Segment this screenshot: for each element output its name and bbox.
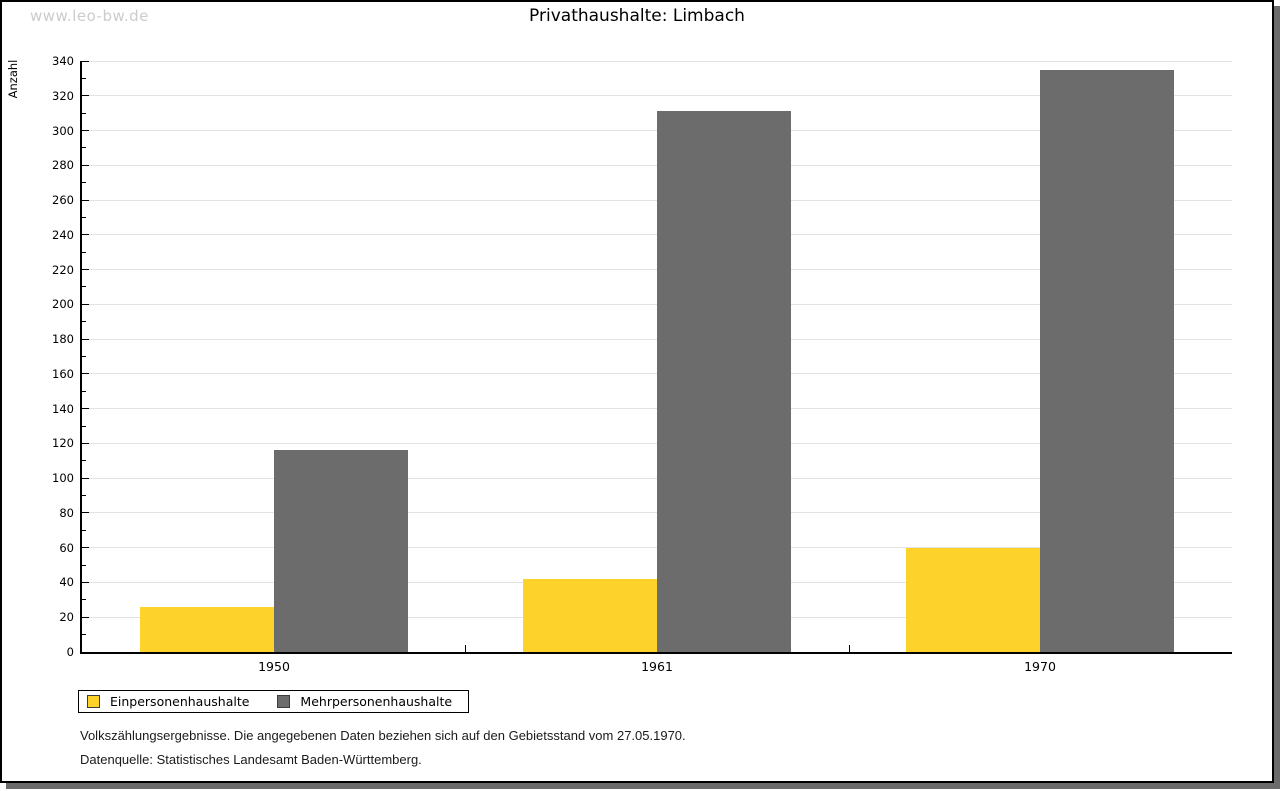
y-minor-tick-210 [82,286,86,288]
y-axis-label-180: 180 [52,332,74,347]
y-major-tick-100 [82,477,89,479]
bar-mehrpersonenhaushalte-1961 [657,111,791,652]
y-axis-label-220: 220 [52,262,74,277]
y-major-tick-340 [82,60,89,62]
gridline-y-320 [82,95,1232,97]
y-major-tick-240 [82,234,89,236]
y-minor-tick-150 [82,390,86,392]
y-minor-tick-110 [82,460,86,462]
y-axis-label-120: 120 [52,436,74,451]
y-minor-tick-230 [82,251,86,253]
y-minor-tick-290 [82,147,86,149]
y-axis-label-340: 340 [52,54,74,68]
legend-swatch-mehrpersonenhaushalte [277,695,291,708]
y-axis-label-40: 40 [59,575,74,590]
legend-label-mehrpersonenhaushalte: Mehrpersonenhaushalte [300,694,453,709]
y-major-tick-120 [82,442,89,444]
y-major-tick-300 [82,130,89,132]
plot-area: 0 20 40 60 80 100 120 140 160 180 200 220 240 260 280 3… [52,54,1232,674]
x-axis-label-1970: 1970 [1024,659,1056,674]
y-minor-tick-330 [82,77,86,79]
legend-label-einpersonenhaushalte: Einpersonenhaushalte [110,694,250,709]
y-minor-tick-310 [82,112,86,114]
y-axis-label-60: 60 [59,540,74,555]
bar-mehrpersonenhaushalte-1970 [1040,69,1174,652]
y-axis-label-0: 0 [66,645,74,659]
bar-einpersonenhaushalte-1961 [523,578,657,652]
y-major-tick-80 [82,512,89,514]
y-major-tick-160 [82,373,89,375]
y-axis-label-140: 140 [52,401,74,416]
x-axis-label-1950: 1950 [258,659,290,674]
chart-title: Privathaushalte: Limbach [529,6,745,26]
bar-einpersonenhaushalte-1970 [906,547,1040,652]
legend-item-einpersonenhaushalte: Einpersonenhaushalte [87,694,249,709]
y-axis-label-260: 260 [52,193,74,208]
y-minor-tick-70 [82,529,86,531]
legend-swatch-einpersonenhaushalte [87,695,100,708]
bar-einpersonenhaushalte-1950 [140,606,274,652]
y-major-tick-60 [82,547,89,549]
y-axis-label-300: 300 [52,123,74,138]
y-minor-tick-10 [82,634,86,636]
y-minor-tick-50 [82,564,86,566]
y-minor-tick-30 [82,599,86,601]
y-major-tick-180 [82,338,89,340]
gridline-y-340 [82,60,1232,62]
legend-item-mehrpersonenhaushalte: Mehrpersonenhaushalte [277,694,452,709]
y-axis-label-160: 160 [52,366,74,381]
y-axis-label-80: 80 [59,505,74,520]
y-major-tick-20 [82,616,89,618]
y-axis-title: Anzahl [6,59,20,99]
y-axis-label-240: 240 [52,227,74,242]
y-axis-label-100: 100 [52,471,74,486]
y-major-tick-320 [82,95,89,97]
y-axis-label-280: 280 [52,158,74,173]
x-boundary-tick-2 [849,645,850,652]
y-major-tick-200 [82,303,89,305]
footnote-gebietsstand: Volkszählungsergebnisse. Die angegebenen… [80,728,686,743]
y-major-tick-40 [82,581,89,583]
legend: Einpersonenhaushalte Mehrpersonenhaushal… [78,690,470,713]
y-axis-label-200: 200 [52,297,74,312]
y-minor-tick-90 [82,495,86,497]
y-major-tick-280 [82,164,89,166]
y-major-tick-260 [82,199,89,201]
y-minor-tick-270 [82,182,86,184]
x-boundary-tick-1 [465,645,466,652]
y-major-tick-220 [82,269,89,271]
footnote-datenquelle: Datenquelle: Statistisches Landesamt Bad… [80,752,422,767]
y-axis-label-320: 320 [52,88,74,103]
y-major-tick-140 [82,408,89,410]
watermark: www.leo-bw.de [30,7,149,25]
y-minor-tick-190 [82,321,86,323]
y-minor-tick-250 [82,216,86,218]
bar-mehrpersonenhaushalte-1950 [274,450,408,652]
y-minor-tick-170 [82,356,86,357]
x-axis-label-1961: 1961 [641,659,673,674]
y-axis-label-20: 20 [59,610,74,625]
y-minor-tick-130 [82,425,86,427]
